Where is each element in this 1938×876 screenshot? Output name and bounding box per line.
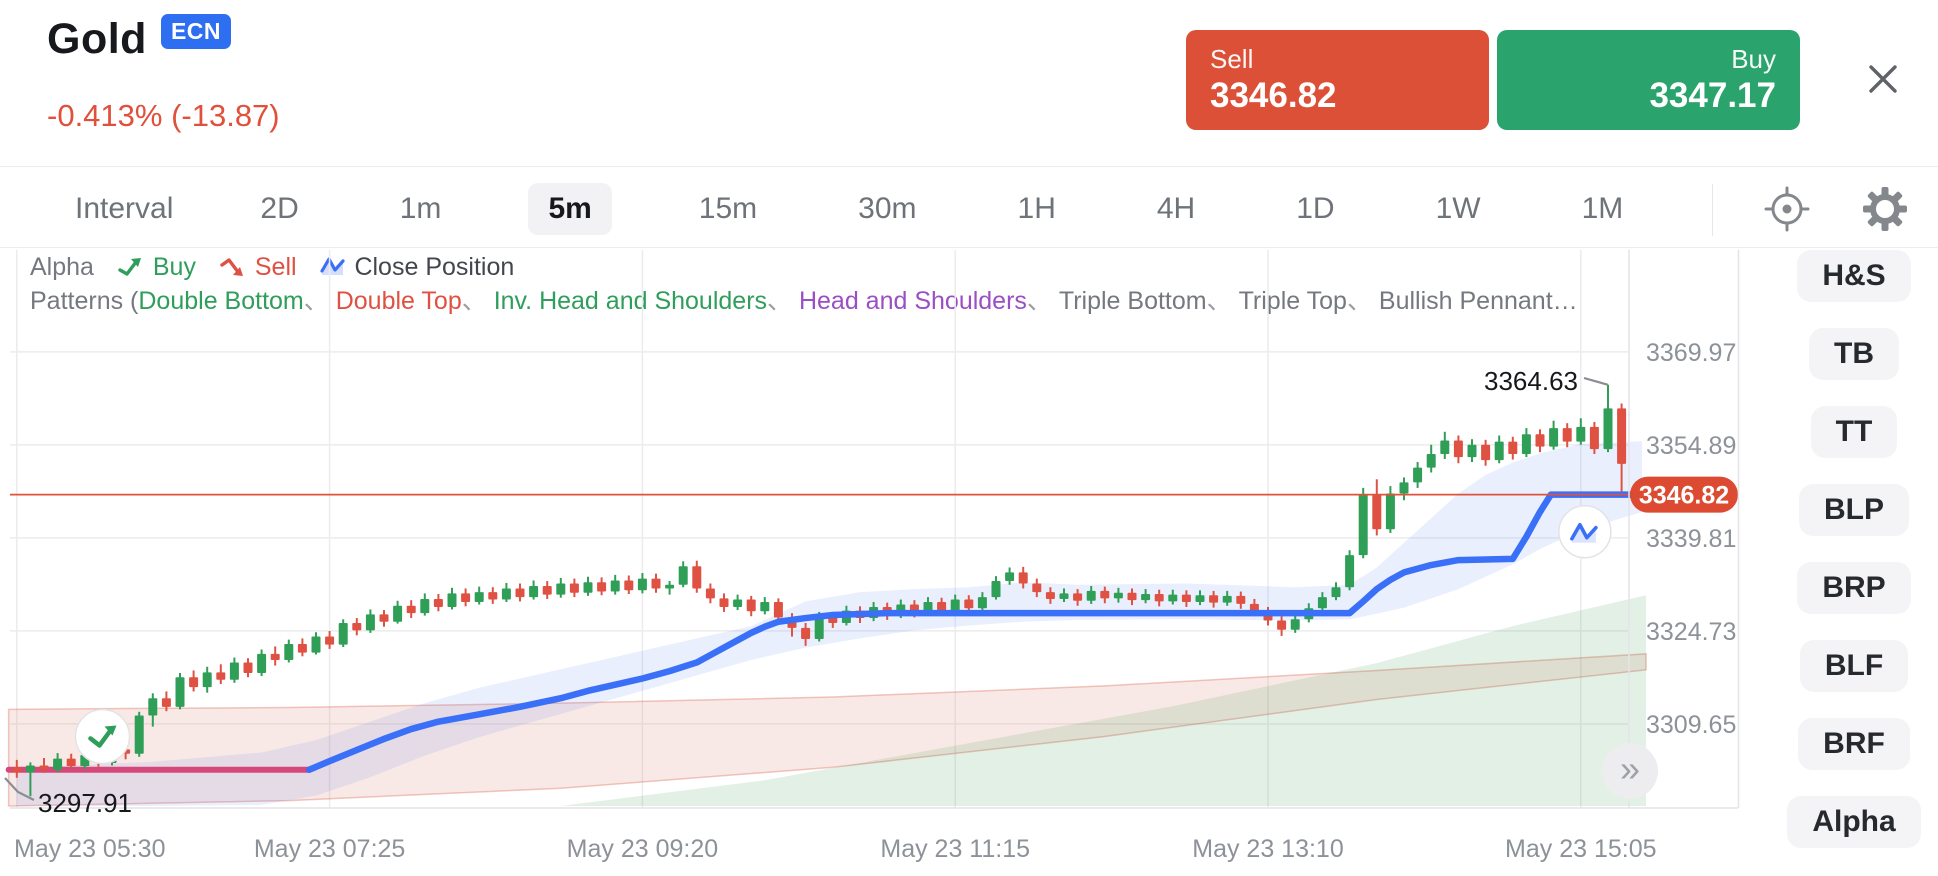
close-position-marker[interactable]	[1558, 504, 1612, 559]
low-annotation: 3297.91	[4, 777, 132, 818]
svg-text:May 23 11:15: May 23 11:15	[880, 835, 1030, 863]
price-axis[interactable]: 3369.97 3354.89 3339.81 3324.73 3309.65	[1646, 339, 1736, 739]
pattern-item[interactable]: Bullish Pennant…	[1378, 287, 1578, 315]
toolbar-divider	[1712, 184, 1713, 236]
interval-option-30m[interactable]: 30m	[858, 192, 917, 225]
interval-bar: Interval 2D 1m 5m 15m 30m 1H 4H 1D 1W 1M	[75, 178, 1637, 240]
patterns-prefix: Patterns (	[30, 287, 139, 315]
svg-text:3297.91: 3297.91	[38, 788, 132, 818]
legend-buy-label: Buy	[152, 253, 196, 281]
interval-option-1W[interactable]: 1W	[1435, 192, 1481, 225]
pattern-button-h-s[interactable]: H&S	[1797, 250, 1911, 302]
chart-legend: Alpha Buy Sell Close Position Patterns (…	[30, 252, 1578, 317]
pattern-button-blf[interactable]: BLF	[1799, 640, 1909, 692]
pattern-separator: 、	[1026, 287, 1059, 315]
header-divider	[0, 166, 1938, 167]
pattern-button-tt[interactable]: TT	[1810, 406, 1898, 458]
pattern-item[interactable]: Double Top	[335, 287, 462, 315]
symbol-title: Gold ECN	[47, 14, 231, 64]
legend-close-label: Close Position	[354, 253, 515, 281]
svg-text:3339.81: 3339.81	[1646, 525, 1736, 553]
svg-text:3324.73: 3324.73	[1646, 618, 1736, 646]
close-position-icon	[319, 254, 346, 286]
patterns-legend: Patterns (Double Bottom、 Double Top、 Inv…	[30, 286, 1578, 317]
sell-price: 3346.82	[1210, 76, 1337, 115]
pattern-item[interactable]: Triple Top	[1238, 287, 1347, 315]
svg-text:3364.63: 3364.63	[1484, 366, 1578, 396]
buy-price: 3347.17	[1649, 76, 1776, 115]
sell-label: Sell	[1210, 44, 1254, 74]
pattern-separator: 、	[767, 287, 799, 315]
peak-annotation: 3364.63	[1484, 366, 1609, 396]
pattern-button-alpha[interactable]: Alpha	[1787, 796, 1921, 848]
pattern-sidebar: H&S TB TT BLP BRP BLF BRF Alpha	[1770, 250, 1938, 848]
interval-label: Interval	[75, 192, 174, 225]
interval-option-1D[interactable]: 1D	[1296, 192, 1335, 225]
interval-option-1M[interactable]: 1M	[1581, 192, 1624, 225]
price-chart[interactable]: 3346.82 3369.97 3354.89 3339.81 3324.73 3309.…	[0, 248, 1740, 871]
svg-text:May 23 07:25: May 23 07:25	[254, 835, 406, 863]
ecn-badge: ECN	[160, 14, 231, 49]
pattern-item[interactable]: Double Bottom	[138, 287, 304, 315]
buy-label: Buy	[1731, 44, 1776, 74]
close-position-line	[305, 491, 1650, 774]
pattern-button-tb[interactable]: TB	[1809, 328, 1899, 380]
interval-option-1m[interactable]: 1m	[399, 192, 442, 225]
pattern-button-brp[interactable]: BRP	[1797, 562, 1911, 614]
svg-text:May 23 13:10: May 23 13:10	[1192, 835, 1344, 863]
sell-signal-icon	[219, 255, 246, 286]
chevron-more-button[interactable]: »	[1602, 743, 1658, 799]
svg-text:May 23 05:30: May 23 05:30	[14, 835, 166, 863]
gear-icon[interactable]	[1860, 184, 1910, 234]
interval-option-4H[interactable]: 4H	[1156, 192, 1196, 225]
legend-line-1: Alpha Buy Sell Close Position	[30, 252, 1578, 286]
chart-top-divider	[0, 247, 1938, 248]
pattern-separator: 、	[1346, 287, 1379, 315]
grid	[10, 250, 1628, 808]
svg-text:3309.65: 3309.65	[1646, 711, 1736, 739]
pattern-button-blp[interactable]: BLP	[1799, 484, 1909, 536]
svg-text:May 23 09:20: May 23 09:20	[567, 835, 719, 863]
time-axis[interactable]: May 23 05:30 May 23 07:25 May 23 09:20 May …	[14, 835, 1657, 863]
pattern-button-brf[interactable]: BRF	[1798, 718, 1910, 770]
alpha-label: Alpha	[30, 253, 94, 281]
interval-option-5m[interactable]: 5m	[528, 183, 612, 235]
pattern-item[interactable]: Triple Bottom	[1058, 287, 1207, 315]
buy-button[interactable]: Buy 3347.17	[1497, 30, 1800, 130]
svg-text:3354.89: 3354.89	[1646, 432, 1736, 460]
pattern-item[interactable]: Head and Shoulders	[798, 287, 1027, 315]
pattern-item[interactable]: Inv. Head and Shoulders	[493, 287, 768, 315]
interval-option-2D[interactable]: 2D	[260, 192, 299, 225]
price-change: -0.413% (-13.87)	[47, 98, 280, 133]
legend-sell-label: Sell	[254, 253, 297, 281]
crosshair-icon[interactable]	[1762, 184, 1812, 234]
sell-button[interactable]: Sell 3346.82	[1186, 30, 1489, 130]
pattern-separator: 、	[303, 287, 336, 315]
pattern-separator: 、	[1206, 287, 1239, 315]
svg-text:3346.82: 3346.82	[1639, 482, 1729, 510]
pattern-separator: 、	[461, 287, 494, 315]
interval-option-1H[interactable]: 1H	[1017, 192, 1056, 225]
current-price-pill	[1630, 476, 1738, 513]
close-icon[interactable]	[1864, 60, 1902, 98]
interval-option-15m[interactable]: 15m	[698, 192, 758, 225]
buy-signal-marker[interactable]	[74, 708, 131, 765]
svg-text:May 23 15:05: May 23 15:05	[1505, 835, 1657, 863]
buy-signal-icon	[117, 255, 144, 286]
svg-text:3369.97: 3369.97	[1646, 339, 1736, 367]
